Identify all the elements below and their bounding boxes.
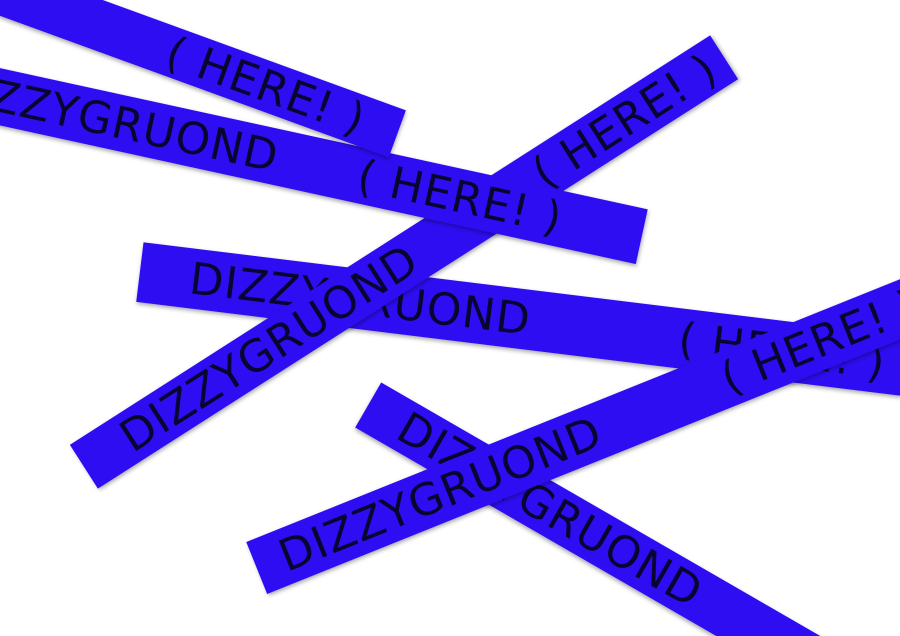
tape-strip: [69, 35, 739, 489]
tape-strip: [0, 0, 406, 158]
tape-text: ( HERE! ): [524, 44, 727, 199]
tape-strip: [0, 55, 648, 265]
tape-strip: [246, 266, 900, 594]
